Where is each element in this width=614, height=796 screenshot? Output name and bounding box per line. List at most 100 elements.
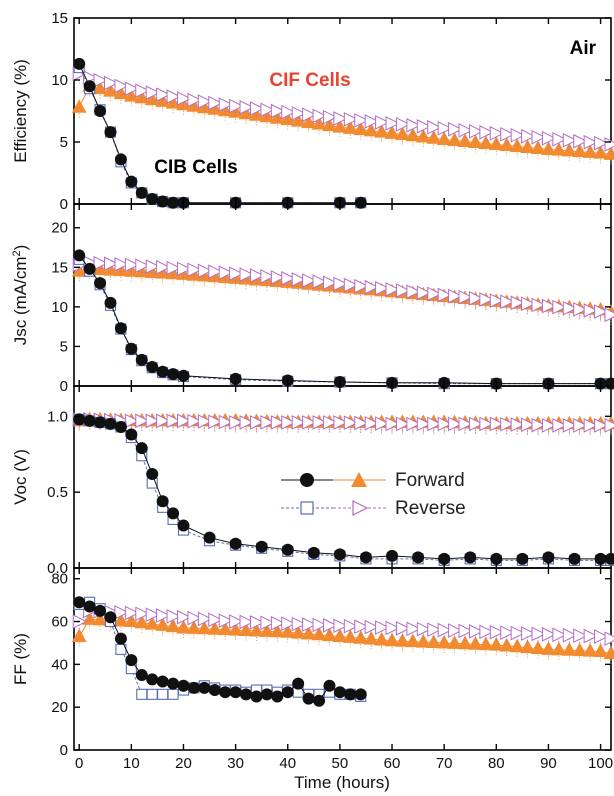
point-cif_reverse [458,416,474,432]
point-cif_reverse [156,608,171,623]
y-tick-label-jsc: 10 [51,299,68,316]
point-cif_reverse [521,626,536,641]
point-cif_forward [436,634,452,649]
point-cib_forward [83,262,96,275]
point-cif_reverse [510,127,526,143]
point-cif_forward [342,120,358,134]
point-cif_forward [541,641,556,655]
point-cif_forward [530,140,546,154]
point-cif_reverse [448,122,463,137]
point-cif_forward [301,625,316,640]
point-cif_reverse [135,413,150,429]
point-cif_forward [155,617,170,631]
legend-reverse-square-marker [300,501,314,515]
point-cib_forward [104,296,117,309]
point-cif_reverse [333,276,349,292]
point-cib_forward [516,552,529,565]
point-cib_forward [125,342,138,355]
point-cif_reverse [322,275,338,291]
point-cif_reverse [489,416,505,432]
point-cib_forward [73,57,86,70]
y-tick-label-jsc: 0 [60,378,68,395]
point-cif_reverse [260,269,276,284]
point-cif_forward [478,135,494,149]
point-cif_reverse [416,621,432,637]
point-cif_reverse [343,112,359,127]
point-cif_forward [499,637,515,652]
point-cib_forward [203,531,216,544]
point-cib_forward [229,537,242,550]
point-cib_forward [83,414,96,427]
point-cif_reverse [448,623,463,638]
point-cif_reverse [552,131,567,147]
point-cif_reverse [406,416,422,432]
point-cif_reverse [187,610,203,626]
legend-forward-circle-marker [300,473,314,487]
y-tick-label-eff: 15 [51,10,68,27]
point-cif_reverse [135,83,150,98]
point-cif_reverse [562,132,578,148]
point-cif_reverse [249,268,265,283]
point-cif_reverse [176,413,192,429]
point-cif_forward [509,638,525,653]
point-cif_reverse [416,416,432,432]
point-cif_forward [561,642,577,656]
point-cib_forward [83,600,96,613]
point-cif_forward [144,616,160,630]
point-cif_reverse [166,89,182,104]
point-cif_reverse [395,117,411,132]
point-cib_forward [568,552,581,565]
point-cif_forward [468,636,483,650]
point-cif_forward [363,122,379,137]
point-cif_forward [311,626,327,641]
point-cif_reverse [333,415,349,430]
point-cib_forward [114,322,127,335]
x-tick-label: 0 [75,755,83,772]
point-cib_forward [125,175,138,188]
y-tick-label-ff: 80 [51,571,68,588]
y-tick-label-ff: 60 [51,614,68,631]
point-cif_reverse [343,277,359,293]
y-tick-label-ff: 0 [60,742,68,759]
y-tick-label-jsc: 5 [60,338,68,355]
legend-forward-label: Forward [395,470,465,491]
point-cif_reverse [562,627,578,643]
point-cif_reverse [270,270,286,285]
annotation-cif-cells: CIF Cells [269,70,350,91]
point-cif_reverse [197,414,213,429]
point-cif_reverse [291,616,307,632]
point-cif_forward [280,624,296,638]
point-cib_forward [114,420,127,433]
point-cif_reverse [521,417,536,433]
point-cif_reverse [156,413,171,429]
point-cif_reverse [573,133,588,149]
x-tick-label: 20 [175,755,192,772]
point-cif_reverse [541,130,557,146]
point-cif_forward [249,622,264,637]
point-cib_forward [73,413,86,426]
point-cif_reverse [406,118,422,133]
point-cif_reverse [479,416,494,432]
point-cif_reverse [218,414,234,430]
point-cib_forward [313,694,326,707]
point-cif_forward [551,641,567,656]
point-cif_reverse [239,99,255,115]
point-cif_forward [353,121,369,136]
point-cif_reverse [249,615,265,630]
point-cif_forward [207,621,223,635]
point-cif_forward [217,621,233,636]
point-cif_reverse [312,617,328,633]
point-cib_forward [177,519,190,532]
point-cif_reverse [364,279,380,295]
point-cif_forward [499,137,515,151]
point-cif_reverse [500,625,515,640]
point-cif_reverse [437,622,453,638]
point-cif_reverse [500,294,515,309]
point-cif_reverse [166,413,182,429]
point-cib_forward [94,105,107,117]
point-cif_reverse [541,627,557,642]
point-cif_reverse [468,416,484,432]
point-cif_reverse [103,256,119,272]
y-tick-label-jsc: 15 [51,259,68,276]
point-cif_reverse [583,418,599,433]
